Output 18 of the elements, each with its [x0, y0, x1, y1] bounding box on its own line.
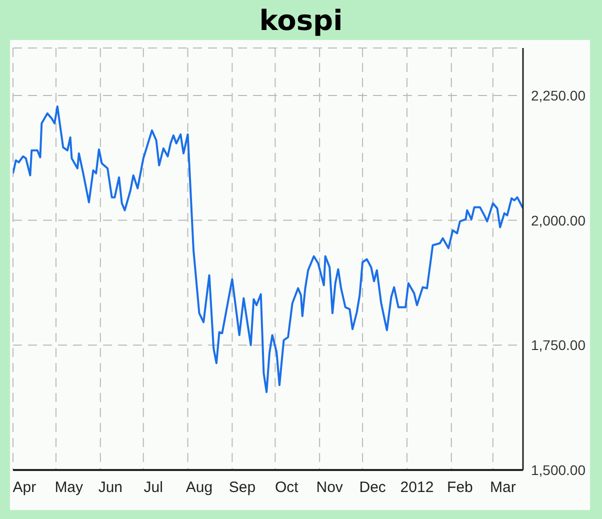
- y-tick-label: 1,500.00: [531, 462, 586, 478]
- x-tick-label: Sep: [228, 479, 256, 496]
- x-tick-label: Nov: [316, 479, 344, 496]
- x-tick-label: Mar: [490, 479, 516, 496]
- x-tick-label: Jul: [144, 479, 163, 496]
- y-tick-label: 1,750.00: [531, 337, 586, 354]
- x-tick-label: Oct: [274, 479, 300, 496]
- x-tick-label: Apr: [12, 479, 36, 496]
- x-tick-label: Dec: [359, 479, 386, 496]
- x-tick-label: Aug: [186, 479, 213, 496]
- x-tick-label: Feb: [447, 479, 473, 496]
- x-tick-label: 2012: [400, 479, 434, 496]
- x-tick-label: Jun: [98, 479, 123, 496]
- chart-title: kospi: [258, 4, 344, 37]
- x-tick-label: May: [54, 479, 84, 496]
- y-tick-label: 2,000.00: [531, 212, 586, 228]
- line-series: [13, 105, 523, 394]
- y-tick-label: 2,250.00: [531, 87, 586, 104]
